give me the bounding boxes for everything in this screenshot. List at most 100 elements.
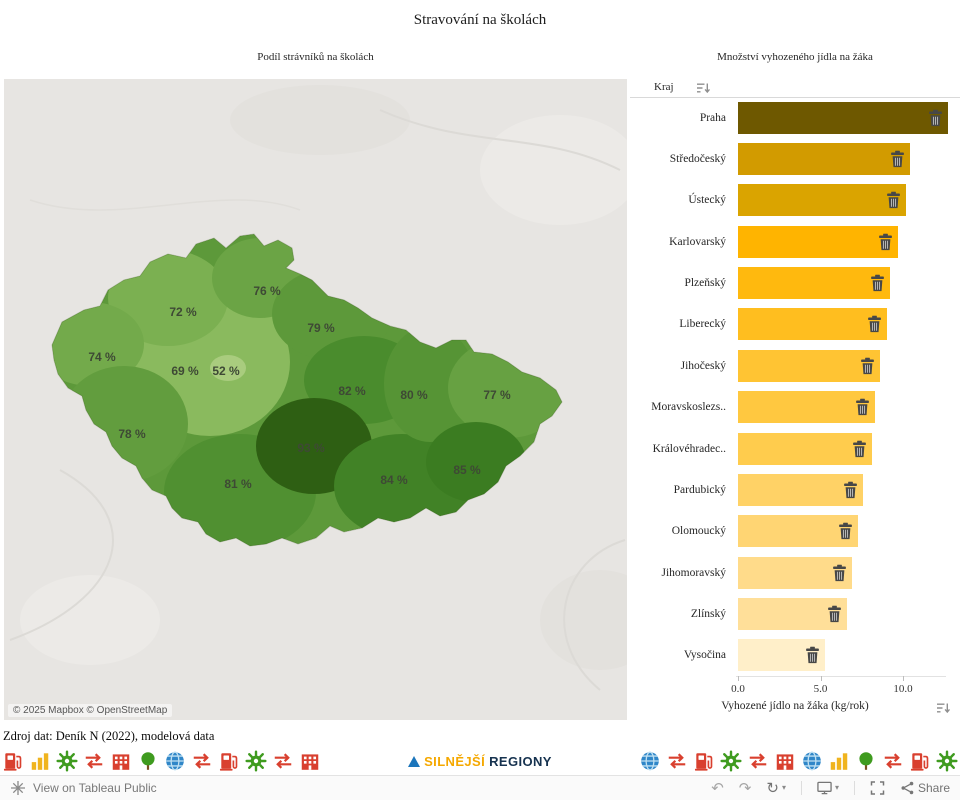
map-region-karlovarsky[interactable] [36,302,144,386]
device-layout-button[interactable]: ▾ [817,781,839,795]
toolbar-divider [800,781,802,795]
share-button[interactable]: Share [900,781,950,795]
footer-icons-right [639,750,958,772]
bar-row-label[interactable]: Středočeský [669,153,726,166]
axis-line [736,676,946,677]
bar-row-label[interactable]: Královéhradec.. [652,442,726,455]
bar-row-label[interactable]: Moravskoslezs.. [651,401,726,414]
transfer-arrows-icon [882,750,904,772]
bar[interactable] [738,143,910,176]
bar-row-label[interactable]: Olomoucký [671,525,726,538]
bar-row-label[interactable]: Vysočina [683,649,726,662]
axis-tick-mark [738,676,739,681]
bar-rows: Praha Středočeský Ústecký Karlovarský Plzeňs… [630,97,960,676]
map-region-olomoucky[interactable] [384,326,476,442]
bar-row-label[interactable]: Pardubický [673,483,726,496]
bar[interactable] [738,184,907,217]
bar[interactable] [738,225,899,258]
bar-row-label[interactable]: Praha [699,111,726,124]
map-region-label: 76 % [253,284,281,298]
bar[interactable] [738,597,847,630]
map-region-label: 52 % [212,364,240,378]
bar-row-label[interactable]: Jihomoravský [661,566,726,579]
choropleth-map[interactable]: 69 % 72 % 74 % 76 % 79 % 78 % 81 % 82 % 93 % 84 %… [4,79,627,720]
trash-icon [886,192,901,209]
bar-row-label[interactable]: Liberecký [679,318,726,331]
bar-row: Karlovarský [630,221,960,262]
axis-sort-icon[interactable] [936,702,950,714]
trash-icon [867,316,882,333]
logo-text-2: REGIONY [489,753,552,769]
bar-row: Vysočina [630,635,960,676]
toolbar-divider [853,781,855,795]
czech-republic-map[interactable]: 69 % 72 % 74 % 76 % 79 % 78 % 81 % 82 % 93 % 84 %… [4,79,627,720]
transfer-arrows-icon [666,750,688,772]
map-region-label: 72 % [169,305,197,319]
bar-row-label[interactable]: Zlínský [690,607,726,620]
bar-row: Pardubický [630,469,960,510]
share-icon [900,781,915,795]
trash-icon [860,357,875,374]
redo-button[interactable]: ↷ [738,779,752,797]
map-region-praha[interactable] [210,355,246,381]
trash-icon [827,605,842,622]
axis-tick-mark [820,676,822,681]
axis-tick-label: 5.0 [813,683,828,695]
basemap-texture [9,85,627,691]
chevron-down-icon: ▾ [834,783,839,792]
tableau-logo-icon[interactable] [10,780,26,796]
chevron-down-icon: ▾ [781,783,786,792]
sort-icon[interactable] [696,82,710,94]
fullscreen-button[interactable] [870,781,885,795]
bar[interactable] [738,391,875,424]
column-header-label[interactable]: Kraj [654,81,674,93]
trash-icon [890,151,905,168]
fuel-pump-icon [693,750,715,772]
view-on-tableau-link[interactable]: View on Tableau Public [33,781,157,795]
bar-row: Ústecký [630,180,960,221]
fuel-pump-icon [2,750,24,772]
reset-button[interactable]: ↻ ▾ [766,781,786,796]
map-region-label: 93 % [297,441,325,455]
trash-icon [843,481,858,498]
bar-chart-icon [29,750,51,772]
bar-row: Jihomoravský [630,552,960,593]
trash-icon [878,233,893,250]
transfer-arrows-icon [747,750,769,772]
reset-icon: ↻ [766,779,779,797]
factory-icon [774,750,796,772]
footer-banner: SILNĚJŠÍ REGIONY [0,747,960,775]
globe-icon [801,750,823,772]
fuel-pump-icon [218,750,240,772]
bar[interactable] [738,308,887,341]
tableau-toolbar: View on Tableau Public ↶ ↷ ↻ ▾ ▾ Share [0,775,960,800]
axis-tick-label: 10.0 [893,683,913,695]
bar[interactable] [738,101,948,134]
gear-icon [56,750,78,772]
factory-icon [110,750,132,772]
bar[interactable] [738,515,859,548]
bar-row-label[interactable]: Ústecký [688,194,726,207]
axis-label: Vyhozené jídlo na žáka (kg/rok) [721,700,869,712]
country-outline [51,233,563,547]
map-region-label: 74 % [88,350,116,364]
bar[interactable] [738,349,880,382]
chart-axis: 0.0 5.0 10.0 Vyhozené jídlo na žáka (kg/ro… [630,676,960,720]
bar[interactable] [738,432,872,465]
trash-icon [805,647,820,664]
axis-tick-label: 0.0 [731,683,745,695]
map-region-plzensky[interactable] [60,366,188,482]
bar[interactable] [738,473,864,506]
undo-button[interactable]: ↶ [711,779,724,797]
map-region-label: 79 % [307,321,335,335]
bar-row-label[interactable]: Plzeňský [684,277,726,290]
bar-row-label[interactable]: Karlovarský [669,235,726,248]
bar[interactable] [738,267,890,300]
bar[interactable] [738,556,852,589]
monitor-icon [817,781,832,795]
transfer-arrows-icon [191,750,213,772]
map-attribution[interactable]: © 2025 Mapbox © OpenStreetMap [8,704,173,717]
bar-row: Praha [630,97,960,138]
bar-row-label[interactable]: Jihočeský [680,359,726,372]
map-region-label: 82 % [338,384,366,398]
